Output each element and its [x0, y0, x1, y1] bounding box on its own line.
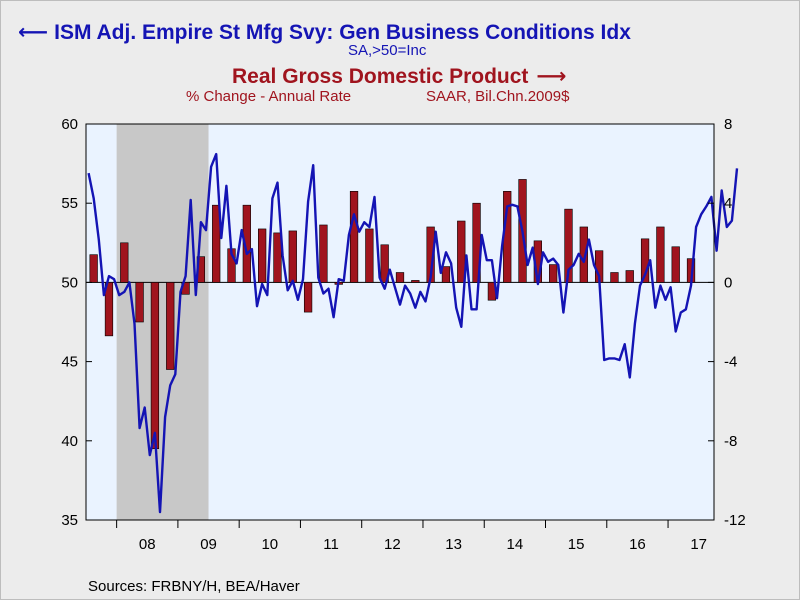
left-axis-label: 50	[61, 274, 78, 291]
gdp-bar	[258, 228, 267, 283]
left-axis-label: 45	[61, 354, 78, 371]
gdp-bar	[166, 282, 175, 370]
gdp-bar	[380, 244, 389, 283]
gdp-bar	[120, 242, 129, 283]
left-arrow-icon: ⟵	[18, 21, 49, 44]
right-axis-label: -12	[724, 512, 746, 529]
gdp-bar	[150, 282, 160, 450]
x-axis-label: 13	[445, 536, 462, 553]
gdp-bar	[564, 208, 573, 283]
right-axis-label: -4	[724, 354, 737, 371]
source-note: Sources: FRBNY/H, BEA/Haver	[88, 578, 300, 595]
plot-border	[85, 123, 715, 521]
gdp-bar	[411, 280, 420, 283]
gdp-bar	[549, 264, 558, 283]
line-series-subtitle: SA,>50=Inc	[348, 42, 427, 59]
gdp-bar	[288, 230, 297, 283]
right-axis-label: -8	[724, 433, 737, 450]
line-series-title: ⟵ ISM Adj. Empire St Mfg Svy: Gen Busines…	[18, 20, 631, 45]
x-axis-label: 09	[200, 536, 217, 553]
x-axis-label: 17	[690, 536, 707, 553]
right-axis-label: 8	[724, 116, 732, 133]
gdp-bar	[273, 232, 282, 283]
left-axis-label: 35	[61, 512, 78, 529]
gdp-bar	[441, 266, 451, 283]
empire-index-line	[87, 152, 739, 514]
gdp-bar	[656, 226, 665, 283]
gdp-bar	[365, 228, 374, 283]
x-axis-label: 12	[384, 536, 401, 553]
right-arrow-icon: ⟶	[536, 65, 567, 88]
bar-series-subtitle-right: SAAR, Bil.Chn.2009$	[426, 88, 570, 105]
bar-series-subtitle-left: % Change - Annual Rate	[186, 88, 352, 105]
gdp-bar	[395, 272, 405, 283]
bar-series-title-text: Real Gross Domestic Product	[232, 65, 529, 88]
gdp-bar	[303, 282, 313, 313]
x-axis-label: 08	[139, 536, 156, 553]
gdp-bar	[89, 254, 98, 283]
right-axis-label: 0	[724, 274, 732, 291]
gdp-bar	[610, 272, 619, 283]
x-axis-label: 10	[261, 536, 278, 553]
gdp-bar	[349, 191, 359, 283]
right-axis-label: 4	[724, 195, 732, 212]
x-axis-label: 16	[629, 536, 646, 553]
gdp-bar	[457, 220, 466, 283]
x-axis-label: 15	[568, 536, 585, 553]
left-axis-label: 60	[61, 116, 78, 133]
gdp-bar	[671, 246, 680, 283]
gdp-bar	[135, 282, 144, 323]
gdp-bar	[104, 282, 114, 337]
x-axis-label: 14	[507, 536, 524, 553]
left-axis-label: 55	[61, 195, 78, 212]
line-series-title-text: ISM Adj. Empire St Mfg Svy: Gen Business…	[54, 21, 631, 44]
left-axis-label: 40	[61, 433, 78, 450]
gdp-bar	[319, 224, 328, 283]
x-axis-label: 11	[323, 536, 339, 553]
bar-series-title: Real Gross Domestic Product ⟶	[232, 64, 567, 89]
gdp-bar	[625, 270, 634, 283]
gdp-bar	[242, 204, 251, 283]
gdp-bar	[212, 204, 221, 283]
